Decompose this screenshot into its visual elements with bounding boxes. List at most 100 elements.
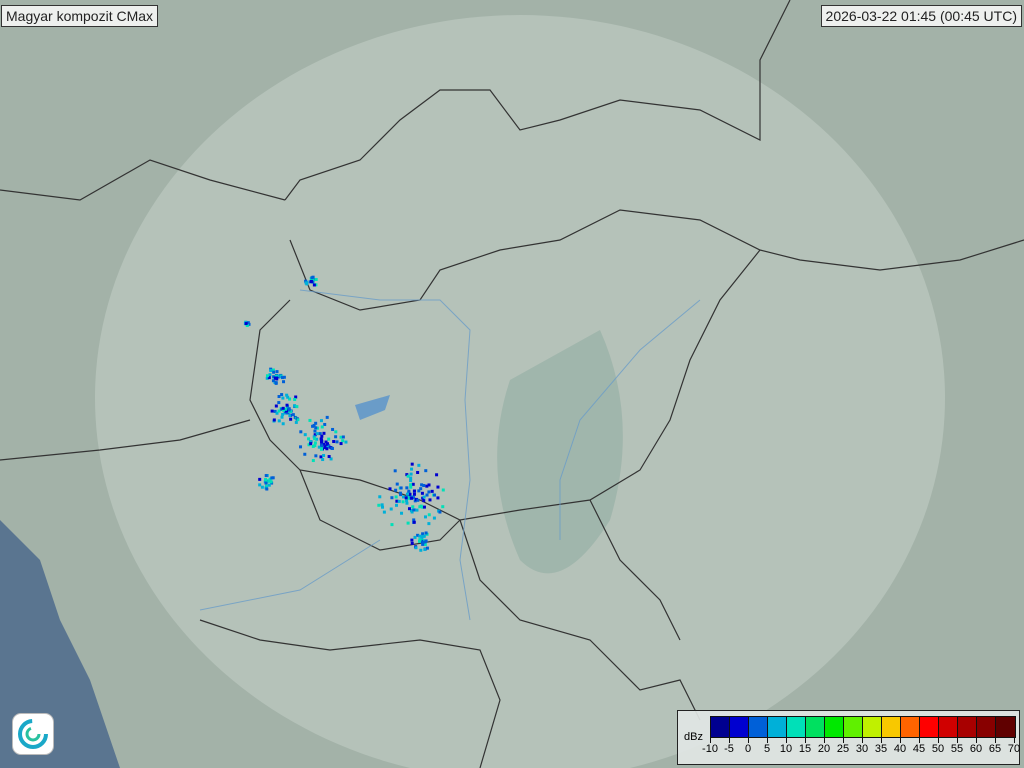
radar-echo-pixel — [311, 424, 315, 428]
radar-echo-pixel — [323, 422, 327, 426]
legend-swatch — [749, 717, 768, 737]
radar-echo-pixel — [427, 522, 431, 526]
legend-tick — [710, 737, 711, 743]
radar-echo-pixel — [281, 412, 285, 416]
radar-echo-pixel — [289, 410, 293, 414]
radar-echo-pixel — [418, 534, 422, 538]
dbz-legend: dBz -10 -5 0 5 10 15 20 25 30 35 40 45 50 55 60 65 70 — [677, 710, 1020, 765]
radar-echo-pixel — [287, 408, 291, 412]
radar-echo-pixel — [410, 541, 414, 545]
radar-echo-pixel — [294, 420, 298, 424]
radar-echo-pixel — [409, 479, 413, 483]
radar-echo-pixel — [382, 510, 386, 514]
legend-swatch — [711, 717, 730, 737]
radar-echo-pixel — [410, 467, 414, 471]
radar-echo-pixel — [310, 276, 314, 280]
radar-echo-pixel — [285, 403, 289, 407]
radar-echo-pixel — [320, 425, 324, 429]
radar-echo-pixel — [414, 546, 418, 550]
radar-echo-pixel — [324, 440, 328, 444]
radar-echo-pixel — [275, 370, 279, 374]
legend-swatch — [825, 717, 844, 737]
legend-tick — [786, 737, 787, 743]
radar-echo-pixel — [377, 503, 381, 507]
legend-swatch — [901, 717, 920, 737]
radar-echo-pixel — [425, 546, 429, 550]
radar-echo-pixel — [313, 437, 317, 441]
radar-echo-pixel — [320, 444, 324, 448]
radar-echo-pixel — [405, 473, 409, 477]
radar-echo-pixel — [404, 496, 408, 500]
legend-tick — [843, 737, 844, 743]
legend-tick — [767, 737, 768, 743]
radar-echo-pixel — [309, 442, 313, 446]
radar-echo-pixel — [390, 496, 394, 500]
legend-swatch — [863, 717, 882, 737]
product-title: Magyar kompozit CMax — [1, 5, 159, 27]
radar-echo-pixel — [430, 489, 434, 493]
radar-echo-pixel — [314, 283, 318, 287]
radar-echo-pixel — [285, 407, 289, 411]
radar-echo-pixel — [427, 513, 431, 517]
radar-echo-pixel — [422, 495, 426, 499]
radar-echo-pixel — [318, 432, 322, 436]
radar-echo-pixel — [335, 440, 339, 444]
radar-echo-pixel — [280, 415, 284, 419]
radar-echo-pixel — [394, 503, 398, 507]
radar-echo-pixel — [314, 421, 318, 425]
radar-echo-pixel — [418, 538, 422, 542]
radar-echo-pixel — [264, 478, 268, 482]
radar-echo-pixel — [332, 440, 336, 444]
radar-echo-pixel — [258, 477, 262, 481]
legend-swatch — [768, 717, 787, 737]
radar-echo-pixel — [320, 439, 324, 443]
radar-echo-pixel — [407, 489, 411, 493]
radar-echo-pixel — [288, 414, 292, 418]
radar-echo-pixel — [320, 446, 324, 450]
radar-echo-pixel — [416, 533, 420, 537]
radar-echo-pixel — [304, 279, 308, 283]
radar-echo-pixel — [339, 442, 343, 446]
radar-echo-pixel — [410, 462, 414, 466]
legend-tick — [805, 737, 806, 743]
radar-echo-pixel — [428, 498, 432, 502]
radar-echo-pixel — [321, 458, 325, 462]
radar-echo-pixel — [341, 439, 345, 443]
legend-swatch — [996, 717, 1015, 737]
adriatic-sea — [0, 520, 120, 768]
radar-echo-pixel — [277, 401, 281, 405]
radar-echo-pixel — [267, 376, 271, 380]
radar-echo-pixel — [422, 484, 426, 488]
radar-echo-pixel — [274, 381, 278, 385]
radar-echo-pixel — [421, 532, 425, 536]
radar-echo-pixel — [279, 375, 283, 379]
legend-tick-label: 60 — [969, 743, 983, 755]
radar-echo-pixel — [394, 495, 398, 499]
radar-echo-pixel — [269, 369, 273, 373]
radar-echo-pixel — [389, 507, 393, 511]
radar-echo-pixel — [393, 469, 397, 473]
legend-swatch — [958, 717, 977, 737]
radar-echo-pixel — [264, 474, 268, 478]
radar-echo-pixel — [314, 277, 318, 281]
radar-echo-pixel — [281, 422, 285, 426]
radar-echo-pixel — [286, 395, 290, 399]
radar-echo-pixel — [327, 437, 331, 441]
radar-echo-pixel — [319, 455, 323, 459]
radar-echo-pixel — [325, 447, 329, 451]
radar-echo-pixel — [438, 510, 442, 514]
legend-tick-label: 35 — [874, 743, 888, 755]
legend-tick-label: 45 — [912, 743, 926, 755]
radar-echo-pixel — [412, 496, 416, 500]
radar-echo-pixel — [423, 515, 427, 519]
legend-swatch — [844, 717, 863, 737]
radar-echo-pixel — [418, 505, 422, 509]
radar-echo-pixel — [315, 437, 319, 441]
radar-echo-pixel — [273, 409, 277, 413]
radar-echo-pixel — [334, 430, 338, 434]
radar-echo-pixel — [274, 404, 278, 408]
radar-echo-pixel — [293, 404, 297, 408]
radar-echo-pixel — [269, 480, 273, 484]
radar-echo-pixel — [417, 489, 421, 493]
